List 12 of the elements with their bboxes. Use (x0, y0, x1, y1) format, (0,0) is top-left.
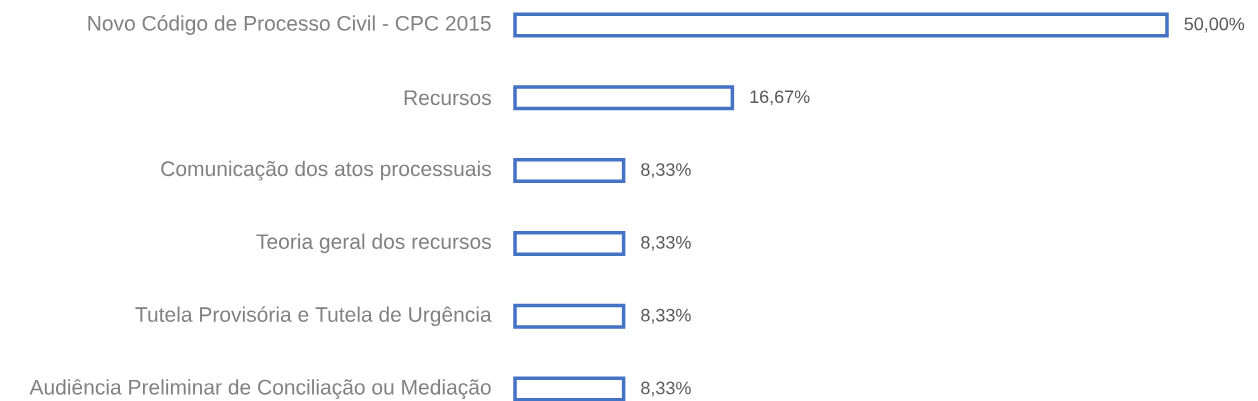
y-tick-label: Audiência Preliminar de Conciliação ou Mediação (29, 379, 491, 399)
y-tick-label: Novo Código de Processo Civil - CPC 2015 (88, 15, 491, 35)
y-tick-label: Comunicação dos atos processuais (161, 160, 491, 181)
y-tick-label: Recursos (404, 90, 491, 106)
data-label: 8,33% (641, 235, 691, 251)
data-label: 16,67% (750, 90, 810, 106)
data-label: 50,00% (1184, 17, 1245, 33)
data-label: 8,33% (641, 381, 691, 397)
y-tick-label: Tutela Provisória e Tutela de Urgência (135, 306, 492, 327)
data-label: 8,33% (641, 163, 691, 179)
data-label: 8,33% (641, 308, 691, 324)
y-tick-label: Teoria geral dos recursos (256, 233, 491, 254)
